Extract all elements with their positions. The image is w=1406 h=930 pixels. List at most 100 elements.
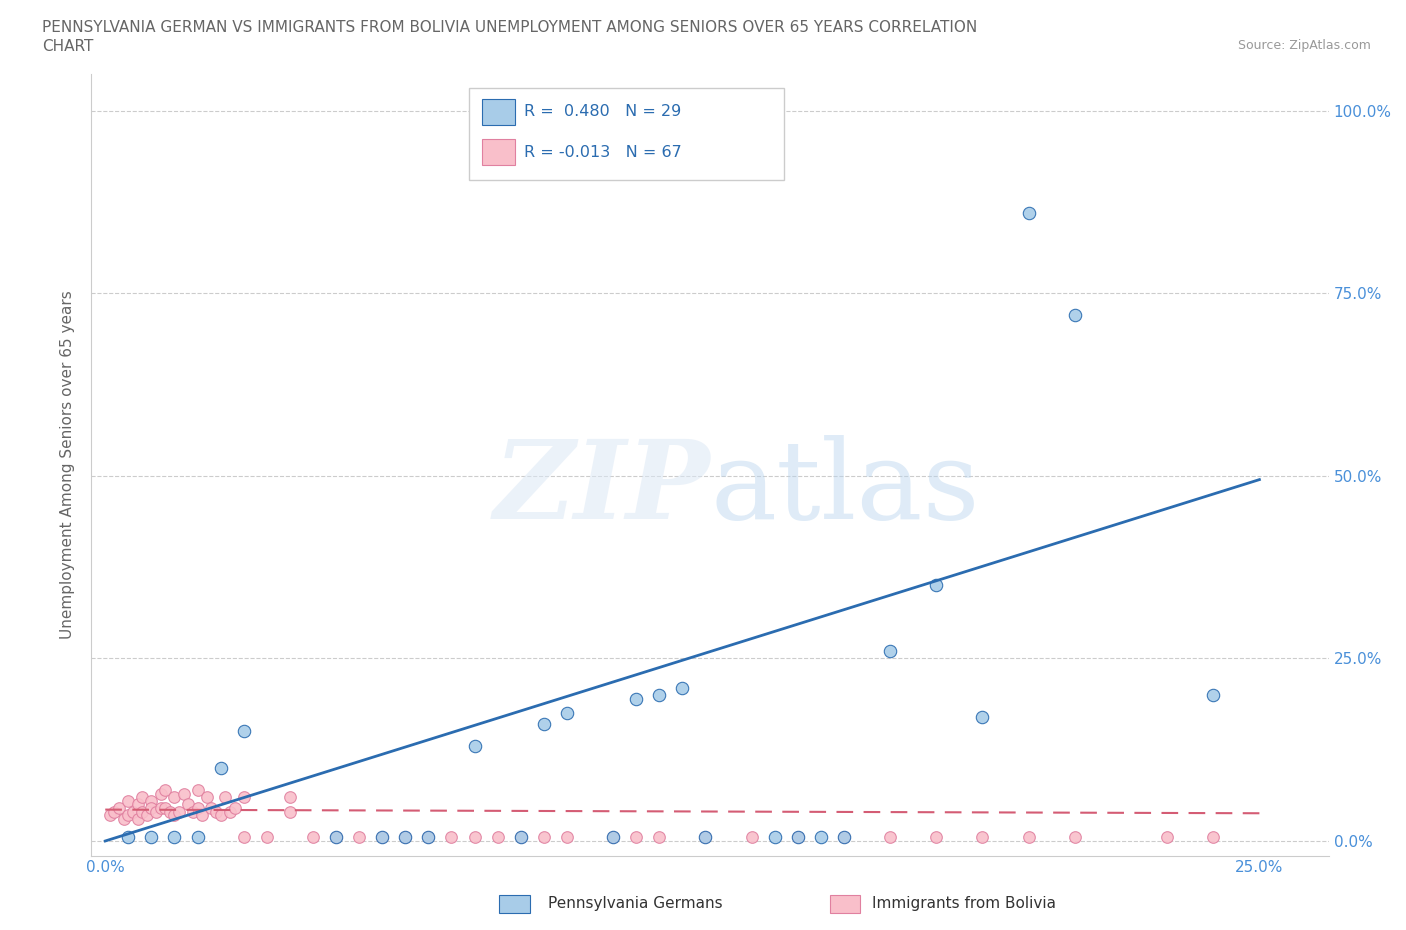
Point	[145, 804, 167, 819]
Point	[418, 830, 440, 844]
Text: ZIP: ZIP	[494, 434, 710, 542]
Point	[832, 830, 855, 844]
Point	[195, 790, 218, 804]
Point	[209, 761, 232, 776]
Point	[214, 790, 236, 804]
Y-axis label: Unemployment Among Seniors over 65 years: Unemployment Among Seniors over 65 years	[60, 291, 76, 640]
Point	[972, 710, 994, 724]
Point	[181, 804, 204, 819]
Point	[347, 830, 370, 844]
Point	[509, 830, 531, 844]
Text: atlas: atlas	[710, 435, 980, 542]
Point	[108, 801, 131, 816]
Point	[155, 782, 177, 797]
Point	[278, 804, 301, 819]
Text: Pennsylvania Germans: Pennsylvania Germans	[548, 897, 723, 911]
Point	[832, 830, 855, 844]
Point	[163, 808, 186, 823]
Text: CHART: CHART	[42, 39, 94, 54]
Point	[131, 790, 153, 804]
Point	[648, 830, 671, 844]
Point	[1018, 830, 1040, 844]
Point	[394, 830, 416, 844]
Point	[219, 804, 242, 819]
Text: R =  0.480   N = 29: R = 0.480 N = 29	[524, 104, 682, 119]
Point	[278, 790, 301, 804]
Point	[117, 793, 139, 808]
Point	[1202, 830, 1225, 844]
Point	[440, 830, 463, 844]
Point	[464, 830, 486, 844]
Point	[177, 797, 200, 812]
Point	[205, 804, 228, 819]
Point	[187, 830, 209, 844]
Point	[533, 830, 555, 844]
Point	[371, 830, 394, 844]
Point	[972, 830, 994, 844]
Point	[1018, 206, 1040, 220]
Text: Source: ZipAtlas.com: Source: ZipAtlas.com	[1237, 39, 1371, 52]
Point	[155, 801, 177, 816]
Point	[149, 786, 172, 801]
Point	[555, 706, 578, 721]
Point	[371, 830, 394, 844]
Text: R = -0.013   N = 67: R = -0.013 N = 67	[524, 145, 682, 160]
Point	[163, 830, 186, 844]
Point	[200, 801, 222, 816]
Point	[173, 786, 195, 801]
Point	[141, 793, 163, 808]
FancyBboxPatch shape	[482, 100, 515, 126]
Point	[117, 830, 139, 844]
Point	[149, 801, 172, 816]
Point	[117, 808, 139, 823]
Point	[394, 830, 416, 844]
Point	[325, 830, 347, 844]
Point	[112, 812, 135, 827]
Point	[879, 644, 901, 658]
Point	[187, 801, 209, 816]
Point	[624, 830, 647, 844]
Point	[509, 830, 531, 844]
Point	[1063, 830, 1085, 844]
Point	[127, 797, 149, 812]
Point	[533, 717, 555, 732]
Point	[127, 812, 149, 827]
Point	[1202, 687, 1225, 702]
Point	[187, 782, 209, 797]
Point	[163, 790, 186, 804]
Point	[671, 680, 693, 695]
Point	[167, 804, 190, 819]
Point	[135, 808, 157, 823]
Point	[786, 830, 808, 844]
Point	[232, 790, 254, 804]
Point	[122, 804, 145, 819]
Point	[810, 830, 832, 844]
Point	[191, 808, 214, 823]
FancyBboxPatch shape	[468, 87, 785, 179]
Point	[224, 801, 246, 816]
Point	[209, 808, 232, 823]
FancyBboxPatch shape	[482, 140, 515, 165]
Point	[141, 830, 163, 844]
Point	[325, 830, 347, 844]
Point	[103, 804, 125, 819]
Point	[141, 801, 163, 816]
Point	[131, 804, 153, 819]
Point	[763, 830, 786, 844]
Point	[879, 830, 901, 844]
Point	[741, 830, 763, 844]
Point	[648, 687, 671, 702]
Point	[602, 830, 624, 844]
Point	[98, 808, 121, 823]
Point	[232, 724, 254, 739]
Text: Immigrants from Bolivia: Immigrants from Bolivia	[872, 897, 1056, 911]
Point	[302, 830, 325, 844]
Point	[486, 830, 509, 844]
Point	[1063, 308, 1085, 323]
Point	[464, 738, 486, 753]
Point	[1156, 830, 1178, 844]
Point	[418, 830, 440, 844]
Text: PENNSYLVANIA GERMAN VS IMMIGRANTS FROM BOLIVIA UNEMPLOYMENT AMONG SENIORS OVER 6: PENNSYLVANIA GERMAN VS IMMIGRANTS FROM B…	[42, 20, 977, 35]
Point	[256, 830, 278, 844]
Point	[624, 691, 647, 706]
